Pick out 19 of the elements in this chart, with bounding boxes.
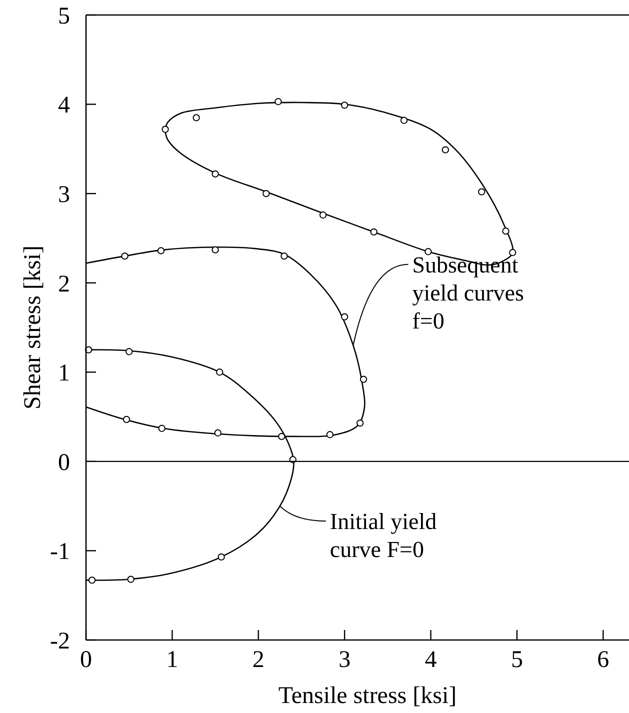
annotation: Subsequent yield curves f=0: [412, 252, 524, 334]
x-tick-label: 4: [424, 647, 437, 673]
y-axis-title: Shear stress [ksi]: [20, 246, 46, 410]
y-tick-label: 5: [58, 3, 70, 30]
y-tick-label: 4: [58, 92, 70, 119]
y-tick-label: -2: [50, 628, 70, 654]
x-axis-title: Tensile stress [ksi]: [278, 683, 457, 709]
y-tick-label: 1: [58, 360, 70, 387]
y-tick-label: 3: [58, 182, 70, 208]
y-tick-label: -1: [50, 539, 70, 566]
x-tick-label: 2: [252, 647, 264, 673]
x-tick-label: 5: [510, 647, 523, 673]
x-tick-label: 1: [166, 647, 178, 673]
x-tick-label: 3: [338, 647, 351, 673]
y-tick-label: 2: [58, 271, 70, 298]
x-tick-label: 6: [597, 647, 610, 673]
x-tick-label: 0: [80, 647, 92, 673]
y-tick-label: 0: [58, 450, 70, 476]
annotation: Initial yield curve F=0: [330, 509, 438, 562]
